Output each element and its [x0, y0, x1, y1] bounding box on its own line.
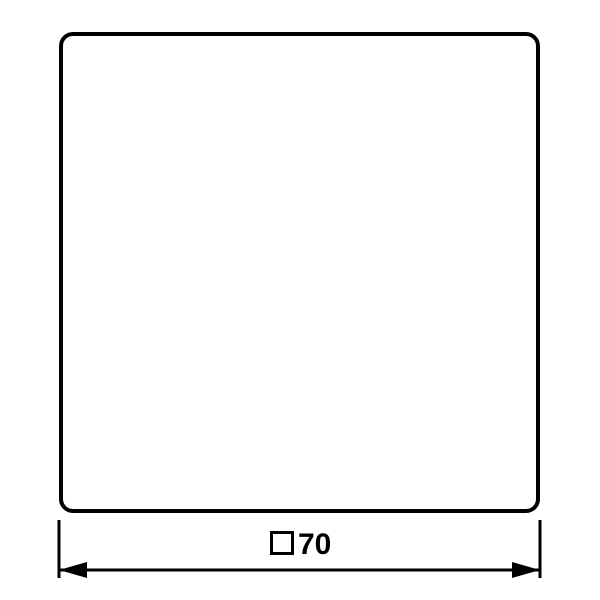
square-section-icon: [270, 531, 294, 555]
diagram-canvas: 70: [0, 0, 600, 600]
width-dimension-value: 70: [298, 528, 331, 561]
width-dimension-line: [0, 0, 600, 600]
width-dimension-label: 70: [270, 528, 331, 562]
